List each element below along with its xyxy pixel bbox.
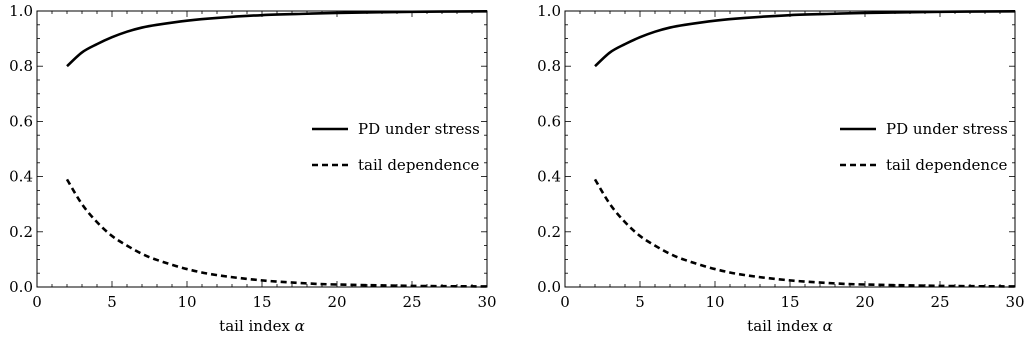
legend-label: tail dependence [358,156,479,174]
x-tick-label: 25 [402,293,421,311]
x-axis-label-symbol: α [295,317,305,335]
x-tick-label: 20 [327,293,346,311]
x-tick-label: 30 [1005,293,1024,311]
x-tick-label: 15 [252,293,271,311]
x-tick-label: 0 [560,293,570,311]
legend-label: tail dependence [886,156,1007,174]
chart-right: 0 5 10 15 20 25 30 0.0 0.2 0.4 0.6 0.8 1.0 tail index… [537,2,1024,335]
y-tick-label: 0.2 [9,223,33,241]
plot-frame [36,10,488,288]
series-line-pd-under-stress [594,9,1016,68]
series-line-pd-under-stress [66,9,488,68]
y-tick-label: 0.0 [9,278,33,296]
x-tick-label: 20 [855,293,874,311]
y-tick-label: 0.4 [537,168,561,186]
x-axis-label: tail index α [747,317,833,335]
x-tick-label: 10 [705,293,724,311]
chart-left: 0 5 10 15 20 25 30 0.0 0.2 0.4 0.6 0.8 1.0 tail index… [9,2,496,335]
x-axis-label-text: tail index [219,317,295,335]
y-tick-label: 1.0 [9,2,33,20]
legend-label: PD under stress [358,120,480,138]
x-tick-label: 0 [32,293,42,311]
x-tick-label: 25 [930,293,949,311]
x-axis-label-text: tail index [747,317,823,335]
x-axis-label-symbol: α [823,317,833,335]
y-tick-label: 0.0 [537,278,561,296]
y-tick-label: 0.6 [9,112,33,130]
y-tick-label: 0.6 [537,112,561,130]
y-tick-label: 0.8 [537,57,561,75]
y-tick-label: 0.4 [9,168,33,186]
x-tick-label: 15 [780,293,799,311]
y-tick-label: 1.0 [537,2,561,20]
x-axis-label: tail index α [219,317,305,335]
x-tick-label: 10 [177,293,196,311]
series-line-tail-dependence [593,178,1016,288]
y-tick-label: 0.8 [9,57,33,75]
y-tick-label: 0.2 [537,223,561,241]
x-tick-label: 5 [635,293,645,311]
legend-label: PD under stress [886,120,1008,138]
plot-frame [564,10,1016,288]
x-tick-label: 30 [477,293,496,311]
x-tick-label: 5 [107,293,117,311]
series-line-tail-dependence [65,178,488,288]
